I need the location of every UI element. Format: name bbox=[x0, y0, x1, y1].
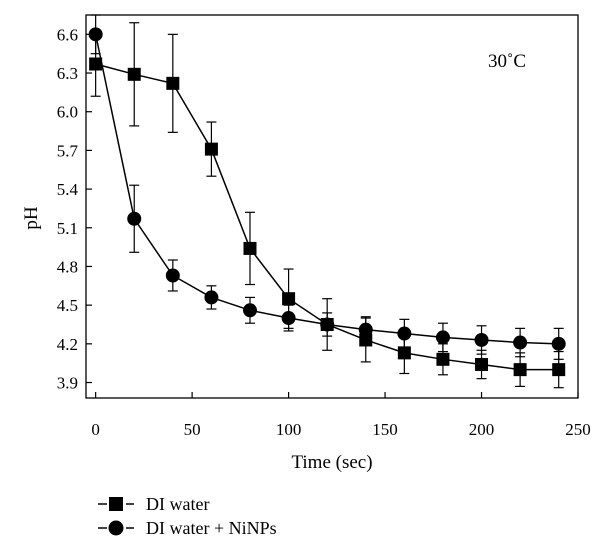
data-point-circle bbox=[435, 330, 450, 345]
data-point-square bbox=[436, 352, 450, 366]
data-point-square bbox=[166, 76, 180, 90]
y-tick-label: 6.0 bbox=[57, 103, 78, 122]
legend-label-di-water: DI water bbox=[146, 494, 209, 514]
x-tick-label: 150 bbox=[372, 420, 398, 439]
data-point-square bbox=[513, 363, 527, 377]
data-point-square bbox=[475, 357, 489, 371]
data-point-square bbox=[127, 67, 141, 81]
x-tick-label: 200 bbox=[469, 420, 495, 439]
legend-label-di-water-ninps: DI water + NiNPs bbox=[146, 518, 277, 538]
x-axis-title: Time (sec) bbox=[291, 452, 372, 473]
plot-area bbox=[88, 14, 566, 389]
y-tick-label: 6.3 bbox=[57, 64, 78, 83]
y-tick-label: 5.1 bbox=[57, 219, 78, 238]
data-point-square bbox=[89, 57, 103, 71]
data-point-circle bbox=[165, 268, 180, 283]
data-point-circle bbox=[88, 27, 103, 42]
series-line bbox=[94, 34, 559, 345]
data-point-circle bbox=[513, 335, 528, 350]
y-tick-label: 6.6 bbox=[57, 25, 78, 44]
data-point-square bbox=[397, 346, 411, 360]
legend: DI water DI water + NiNPs bbox=[98, 494, 277, 538]
data-point-circle bbox=[127, 211, 142, 226]
data-point-circle bbox=[320, 317, 335, 332]
data-point-square bbox=[204, 142, 218, 156]
legend-marker-square bbox=[109, 497, 123, 511]
legend-item-di-water-ninps: DI water + NiNPs bbox=[98, 518, 277, 538]
y-tick-label: 5.7 bbox=[57, 141, 79, 160]
data-point-square bbox=[282, 292, 296, 306]
y-tick-label: 3.9 bbox=[57, 374, 78, 393]
data-point-circle bbox=[474, 332, 489, 347]
y-axis-title: pH bbox=[21, 206, 42, 230]
y-tick-label: 4.8 bbox=[57, 257, 78, 276]
x-tick-label: 50 bbox=[184, 420, 201, 439]
x-tick-label: 100 bbox=[276, 420, 302, 439]
y-tick-label: 4.2 bbox=[57, 335, 78, 354]
x-tick-label: 250 bbox=[565, 420, 591, 439]
legend-marker-circle bbox=[108, 520, 124, 536]
x-tick-label: 0 bbox=[91, 420, 100, 439]
data-point-circle bbox=[243, 303, 257, 318]
series-di-water-ninps bbox=[88, 14, 566, 360]
data-point-circle bbox=[551, 336, 566, 351]
data-point-square bbox=[243, 241, 257, 255]
x-axis: 0 50 100 150 200 250 bbox=[91, 392, 591, 439]
data-point-circle bbox=[358, 322, 373, 337]
temperature-annotation: 30˚C bbox=[488, 51, 526, 72]
y-tick-label: 4.5 bbox=[57, 296, 78, 315]
plot-frame bbox=[85, 14, 579, 399]
data-point-circle bbox=[204, 290, 219, 305]
y-tick-label: 5.4 bbox=[57, 180, 79, 199]
data-point-circle bbox=[397, 326, 412, 341]
data-point-square bbox=[552, 363, 566, 377]
legend-item-di-water: DI water bbox=[98, 494, 209, 514]
data-point-circle bbox=[281, 311, 296, 326]
y-axis: 3.9 4.2 4.5 4.8 5.1 5.4 5.7 6.0 6.3 6.6 bbox=[57, 25, 92, 393]
